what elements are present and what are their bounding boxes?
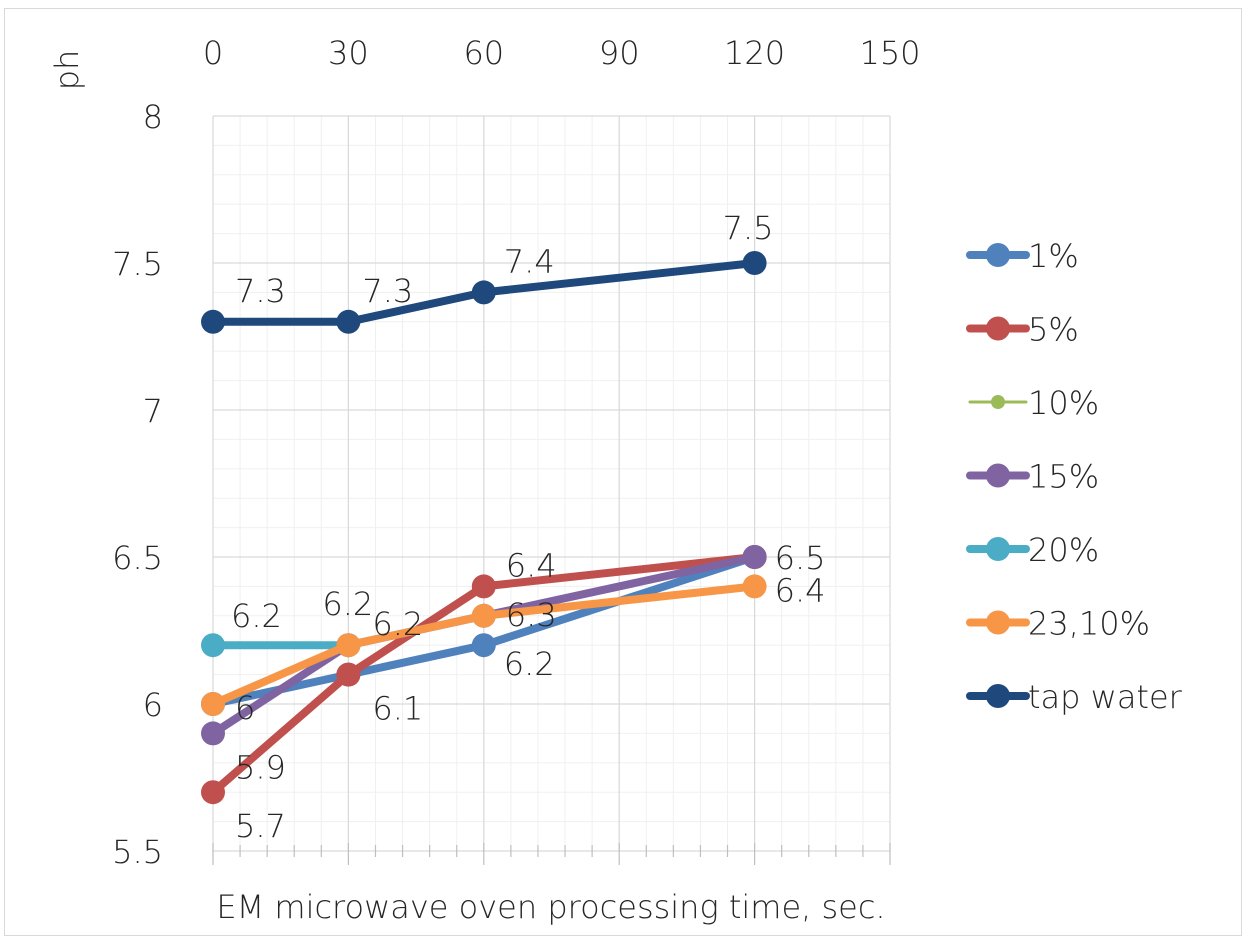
legend-item: 15% <box>966 458 1099 496</box>
data-point <box>742 574 767 599</box>
legend-swatch-marker <box>991 395 1005 409</box>
x-tick-label: 30 <box>328 34 369 72</box>
data-label: 5.7 <box>235 807 286 845</box>
data-point <box>201 692 225 716</box>
data-label: 6.4 <box>775 571 826 609</box>
data-labels: 6.2 5.7 6.1 6.4 5.9 6.2 6.3 6.5 6.2 6 6.2 6.4 7.3 7.3… <box>231 209 825 845</box>
y-axis-title: ph <box>48 50 86 91</box>
data-label: 6.3 <box>506 596 557 634</box>
data-point <box>201 633 225 658</box>
data-point <box>336 662 361 687</box>
y-tick-label: 8 <box>143 98 163 136</box>
data-label: 7.4 <box>504 242 555 280</box>
data-label: 7.3 <box>362 272 413 310</box>
legend-item: 23,10% <box>966 605 1150 643</box>
legend-swatch-marker <box>986 316 1010 341</box>
legend-swatch-marker <box>986 537 1010 561</box>
data-point <box>471 280 496 305</box>
x-tick-label: 60 <box>463 34 504 72</box>
data-label: 6.2 <box>231 597 282 635</box>
data-label: 6.2 <box>372 605 423 643</box>
data-label: 7.3 <box>235 272 286 310</box>
series-line <box>209 582 759 708</box>
legend-swatch-marker <box>986 243 1010 267</box>
legend-item: 5% <box>966 311 1079 349</box>
data-point <box>471 633 496 658</box>
legend-label: 10% <box>1028 384 1099 422</box>
data-label: 6.1 <box>372 690 423 728</box>
x-tick-label: 120 <box>724 34 785 72</box>
x-tick-label: 90 <box>599 34 640 72</box>
x-tick-label: 0 <box>203 34 223 72</box>
data-point <box>201 780 225 805</box>
y-tick-label: 6 <box>143 686 163 724</box>
legend-item: 1% <box>966 237 1079 275</box>
legend-swatch-marker <box>986 684 1010 708</box>
y-tick-label: 7 <box>143 392 163 430</box>
data-point <box>742 545 767 569</box>
legend-label: tap water <box>1028 678 1183 716</box>
series-5 <box>201 574 767 716</box>
data-point <box>471 603 496 628</box>
y-tick-label: 7.5 <box>112 245 163 283</box>
data-label: 6 <box>235 689 255 727</box>
legend-item: 20% <box>966 531 1099 569</box>
data-point <box>471 574 496 599</box>
legend-label: 1% <box>1028 237 1079 275</box>
series-6 <box>201 251 767 334</box>
legend-label: 5% <box>1028 311 1079 349</box>
data-label: 6.2 <box>322 585 373 623</box>
y-tick-label: 5.5 <box>112 833 163 871</box>
legend-label: 23,10% <box>1028 605 1150 643</box>
legend-label: 15% <box>1028 458 1099 496</box>
data-label: 7.5 <box>723 209 774 247</box>
series-line <box>209 259 759 326</box>
x-tick-label: 150 <box>859 34 920 72</box>
gridlines <box>212 115 891 852</box>
x-axis-title: EM microwave oven processing time, sec. <box>216 888 885 926</box>
data-label: 6.2 <box>504 645 555 683</box>
y-tick-label: 6.5 <box>112 539 163 577</box>
chart-frame <box>4 8 1242 936</box>
data-point <box>336 633 361 658</box>
legend: 1% 5% 10% 15% 20% 23,10% tap water <box>966 237 1183 716</box>
legend-swatch-marker <box>986 463 1010 488</box>
data-point <box>201 309 225 334</box>
data-point <box>742 251 767 275</box>
legend-item: 10% <box>968 384 1099 422</box>
data-label: 6.4 <box>506 546 557 584</box>
data-label: 6.5 <box>775 539 826 577</box>
legend-label: 20% <box>1028 531 1099 569</box>
axes: 0 30 60 90 120 150 5.5 6 6.5 7 7.5 8 <box>112 34 920 871</box>
legend-swatch-marker <box>986 610 1010 635</box>
series-lines <box>201 251 767 805</box>
data-point <box>336 309 361 334</box>
data-label: 5.9 <box>235 748 286 786</box>
legend-item: tap water <box>966 678 1183 716</box>
data-point <box>201 721 225 746</box>
